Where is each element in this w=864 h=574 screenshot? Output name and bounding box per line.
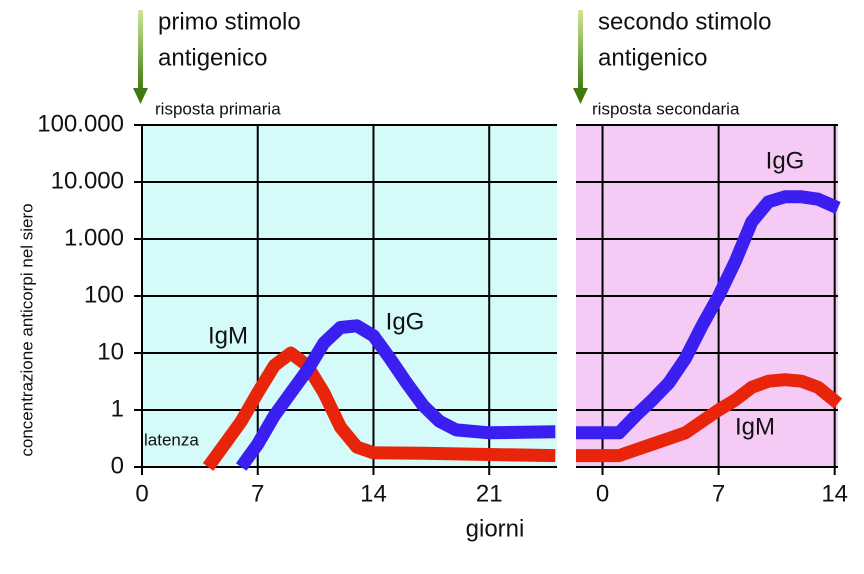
response-label: risposta primaria bbox=[155, 99, 281, 118]
series-label: IgG bbox=[766, 147, 805, 174]
x-tick-label: 21 bbox=[476, 480, 503, 507]
line-series bbox=[235, 319, 556, 471]
x-tick-label: 7 bbox=[251, 480, 264, 507]
y-tick-label: 1 bbox=[111, 395, 124, 422]
stimulus-label: antigenico bbox=[598, 44, 707, 71]
stimulus-label: primo stimolo bbox=[158, 8, 301, 35]
x-tick-label: 0 bbox=[596, 480, 609, 507]
y-tick-label: 10.000 bbox=[51, 167, 124, 194]
x-axis-label: giorni bbox=[466, 515, 525, 542]
x-tick-label: 14 bbox=[821, 480, 848, 507]
x-tick-label: 14 bbox=[360, 480, 387, 507]
y-tick-label: 10 bbox=[97, 338, 124, 365]
y-tick-label: 100 bbox=[84, 281, 124, 308]
stimulus-label: antigenico bbox=[158, 44, 267, 71]
series-label: IgM bbox=[208, 322, 248, 349]
y-tick-label: 0 bbox=[111, 452, 124, 479]
response-label: risposta secondaria bbox=[592, 99, 740, 118]
x-tick-label: 7 bbox=[712, 480, 725, 507]
line-series bbox=[202, 346, 556, 471]
series-label: IgG bbox=[386, 308, 425, 335]
y-axis-label: concentrazione anticorpi nel siero bbox=[17, 203, 36, 456]
latency-label: latenza bbox=[144, 430, 199, 449]
series-label: IgM bbox=[735, 413, 775, 440]
line-series bbox=[576, 373, 843, 463]
arrow bbox=[573, 10, 588, 104]
y-tick-label: 1.000 bbox=[64, 224, 124, 251]
y-tick-label: 100.000 bbox=[37, 110, 124, 137]
stimulus-label: secondo stimolo bbox=[598, 8, 771, 35]
arrow bbox=[133, 10, 148, 104]
x-tick-label: 0 bbox=[135, 480, 148, 507]
line-series bbox=[576, 190, 841, 440]
